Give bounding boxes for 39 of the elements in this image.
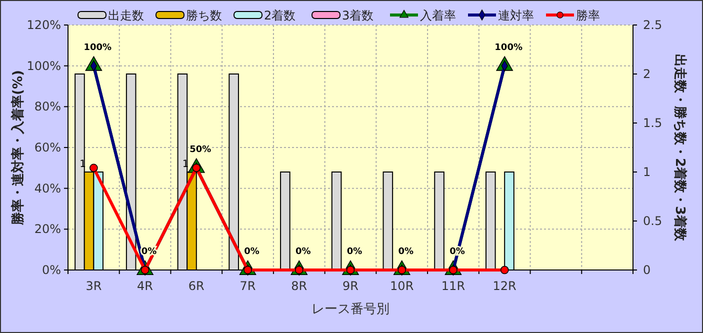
y2-axis-title: 出走数・勝ち数・2着数・3着数 bbox=[672, 54, 688, 242]
x-tick-label: 12R bbox=[492, 279, 516, 293]
legend-label: 勝率 bbox=[576, 8, 600, 22]
y2-tick-label: 0 bbox=[643, 263, 651, 277]
legend-label: 2着数 bbox=[264, 8, 296, 22]
x-tick-label: 9R bbox=[342, 279, 358, 293]
legend-label: 出走数 bbox=[108, 8, 144, 22]
data-label: 0% bbox=[244, 247, 260, 257]
y2-tick-label: 2.5 bbox=[643, 18, 662, 32]
data-label: 0% bbox=[295, 247, 311, 257]
legend-label: 勝ち数 bbox=[186, 8, 222, 22]
y-tick-label: 120% bbox=[26, 18, 61, 32]
data-label: 50% bbox=[190, 144, 212, 155]
y-axis-title: 勝率・連対率・入着率(%) bbox=[10, 70, 26, 226]
data-label: 0% bbox=[346, 247, 362, 257]
x-tick-label: 11R bbox=[441, 279, 466, 293]
y-tick-label: 20% bbox=[34, 222, 61, 236]
legend-label: 入着率 bbox=[420, 8, 456, 22]
y-tick-label: 100% bbox=[26, 58, 61, 73]
data-label: 100% bbox=[84, 42, 112, 53]
x-tick-label: 6R bbox=[188, 279, 204, 293]
data-label: 0% bbox=[398, 247, 414, 257]
y2-tick-label: 2 bbox=[643, 67, 651, 81]
y-tick-label: 0% bbox=[42, 263, 61, 277]
y-tick-label: 80% bbox=[34, 100, 61, 114]
y2-tick-label: 1 bbox=[643, 165, 651, 179]
y2-tick-label: 1.5 bbox=[643, 116, 662, 130]
y-tick-label: 60% bbox=[34, 140, 61, 154]
x-axis-title: レース番号別 bbox=[312, 302, 390, 317]
legend-label: 連対率 bbox=[498, 8, 534, 22]
x-tick-label: 7R bbox=[240, 279, 256, 293]
legend-label: 3着数 bbox=[342, 8, 374, 22]
y2-tick-label: 0.5 bbox=[643, 214, 662, 228]
data-label: 100% bbox=[494, 42, 522, 53]
x-tick-label: 4R bbox=[137, 279, 154, 293]
x-tick-label: 3R bbox=[86, 279, 102, 293]
x-tick-label: 8R bbox=[291, 279, 308, 293]
x-tick-label: 10R bbox=[390, 279, 414, 293]
y-tick-label: 40% bbox=[34, 181, 61, 196]
